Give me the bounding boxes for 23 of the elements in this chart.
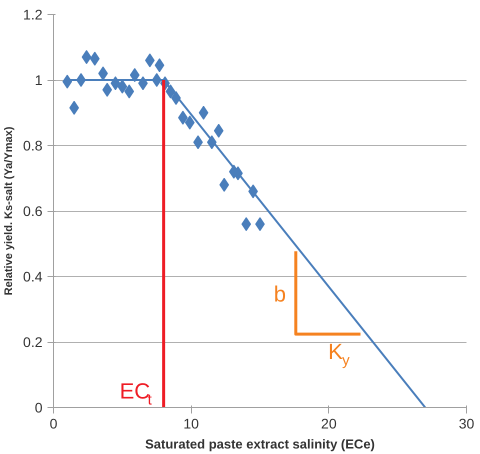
y-tick-label: 0 bbox=[34, 400, 43, 416]
x-tick-label: 0 bbox=[50, 416, 58, 432]
y-tick-label: 1 bbox=[34, 72, 43, 88]
y-tick-label: 0.4 bbox=[23, 268, 43, 284]
point bbox=[219, 178, 230, 192]
y-tick-label: 0.8 bbox=[23, 138, 43, 154]
y-tick-label: 0.6 bbox=[23, 203, 43, 219]
point bbox=[90, 52, 100, 66]
x-axis-title: Saturated paste extract salinity (ECe) bbox=[145, 436, 375, 452]
y-tick-label: 1.2 bbox=[23, 6, 43, 22]
x-tick-label: 30 bbox=[458, 416, 474, 432]
annotation: b bbox=[274, 282, 286, 307]
point bbox=[62, 74, 72, 89]
point bbox=[184, 116, 195, 130]
x-tick-label: 10 bbox=[183, 416, 200, 432]
point bbox=[130, 68, 140, 82]
point bbox=[241, 217, 252, 232]
y-axis-title: Relative yield. Ks-salt (Ya/Ymax) bbox=[3, 126, 16, 296]
point bbox=[214, 124, 224, 138]
point bbox=[124, 84, 134, 98]
x-tick-label: 20 bbox=[321, 416, 337, 432]
y-tick-label: 0.2 bbox=[23, 334, 43, 350]
point bbox=[102, 82, 112, 97]
